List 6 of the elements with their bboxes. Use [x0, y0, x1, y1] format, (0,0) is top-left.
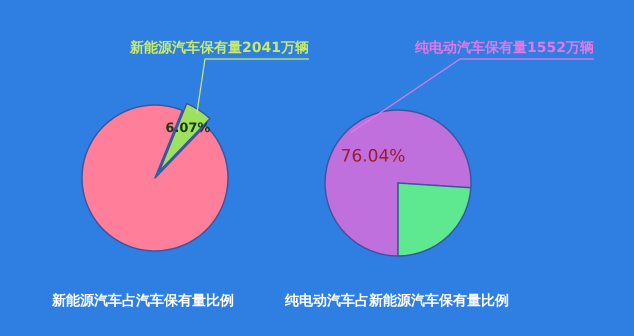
- text: 纯电动汽车保有量1552万辆: [414, 39, 594, 56]
- text: 新能源汽车保有量2041万辆: [129, 39, 309, 56]
- text: 纯电动汽车占新能源汽车保有量比例: [284, 292, 509, 309]
- text: 新能源汽车占汽车保有量比例: [51, 292, 234, 309]
- data-label: 6.07%: [165, 121, 210, 136]
- data-label: 76.04%: [340, 146, 406, 166]
